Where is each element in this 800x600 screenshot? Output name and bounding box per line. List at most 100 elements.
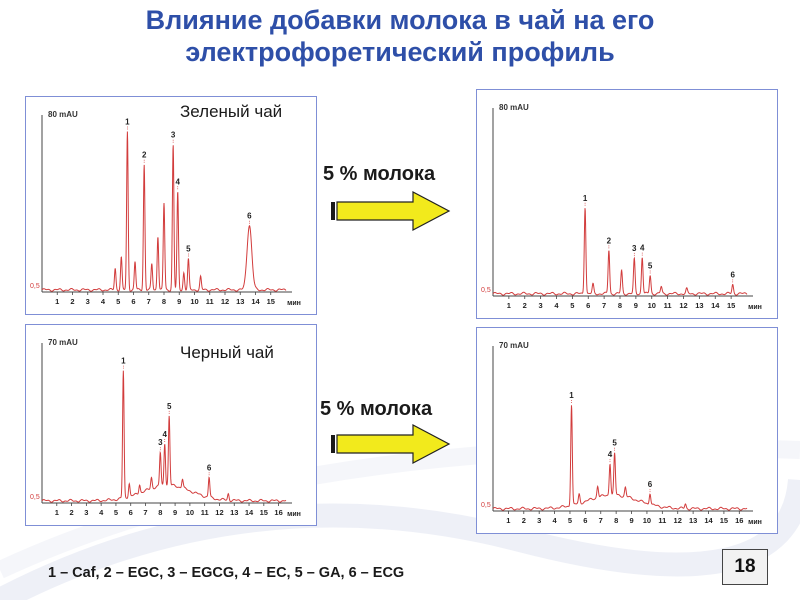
peak-label-6: 6	[207, 463, 212, 472]
x-tick-label: 3	[537, 516, 541, 525]
x-tick-label: 11	[201, 508, 209, 517]
x-tick-label: 3	[84, 508, 88, 517]
panel-label-green-tea: Зеленый чай	[178, 102, 285, 122]
arrow-right-icon	[331, 424, 451, 464]
y-origin-label: 0,5	[30, 494, 40, 501]
y-axis-label: 80 mAU	[499, 103, 529, 112]
x-tick-label: 9	[173, 508, 177, 517]
x-tick-label: 15	[260, 508, 268, 517]
x-axis-label: мин	[287, 511, 301, 518]
x-tick-label: 9	[629, 516, 633, 525]
x-tick-label: 4	[554, 301, 559, 310]
x-tick-label: 13	[689, 516, 697, 525]
x-tick-label: 7	[602, 301, 606, 310]
chromatogram-trace	[41, 370, 287, 503]
x-tick-label: 12	[674, 516, 682, 525]
peak-label-5: 5	[648, 262, 653, 271]
x-tick-label: 14	[704, 516, 713, 525]
x-axis-label: мин	[287, 300, 301, 307]
panel-label-black-tea: Черный чай	[178, 343, 276, 363]
peak-label-4: 4	[608, 450, 613, 459]
x-tick-label: 16	[735, 516, 743, 525]
x-tick-label: 15	[727, 301, 735, 310]
peak-label-1: 1	[569, 391, 574, 400]
x-tick-label: 11	[658, 516, 666, 525]
milk-label-bottom: 5 % молока	[320, 398, 433, 420]
x-tick-label: 15	[720, 516, 728, 525]
peak-label-2: 2	[142, 151, 147, 160]
y-origin-label: 0,5	[481, 287, 491, 294]
peak-label-3: 3	[632, 244, 637, 253]
peak-label-4: 4	[175, 177, 180, 186]
x-tick-label: 14	[245, 508, 254, 517]
x-tick-label: 13	[236, 297, 244, 306]
chart-panel-green-tea-milk: 80 mAU 0,5 1 2 3 4 5 6 7 8 9 10 11 12 13 14 15 мин 1 2 3 4 5 6	[476, 89, 778, 319]
x-tick-label: 13	[230, 508, 238, 517]
x-tick-label: 3	[539, 301, 543, 310]
peak-label-5: 5	[186, 244, 191, 253]
x-tick-label: 4	[101, 297, 106, 306]
y-axis-label: 70 mAU	[499, 341, 529, 350]
chromatogram-trace	[492, 405, 748, 511]
x-tick-label: 4	[99, 508, 104, 517]
x-tick-label: 6	[586, 301, 590, 310]
x-tick-label: 1	[55, 508, 59, 517]
x-tick-label: 13	[695, 301, 703, 310]
chromatogram-trace	[41, 131, 287, 292]
x-tick-label: 2	[522, 516, 526, 525]
x-tick-label: 1	[507, 301, 511, 310]
x-tick-label: 1	[506, 516, 510, 525]
peak-label-6: 6	[247, 212, 252, 221]
x-tick-label: 14	[251, 297, 260, 306]
x-tick-label: 5	[116, 297, 120, 306]
peak-legend: 1 – Caf, 2 – EGC, 3 – EGCG, 4 – EC, 5 – …	[48, 565, 405, 581]
peak-label-6: 6	[730, 270, 735, 279]
x-tick-label: 2	[70, 297, 74, 306]
slide-number: 18	[722, 549, 768, 585]
peak-label-5: 5	[612, 439, 617, 448]
x-tick-label: 2	[69, 508, 73, 517]
x-tick-label: 12	[679, 301, 687, 310]
x-tick-label: 9	[177, 297, 181, 306]
peak-label-1: 1	[125, 117, 130, 126]
x-tick-label: 8	[614, 516, 618, 525]
slide-title-line-1: Влияние добавки молока в чай на его	[145, 5, 655, 35]
x-tick-label: 8	[158, 508, 162, 517]
peak-label-3: 3	[171, 131, 176, 140]
x-tick-label: 10	[190, 297, 198, 306]
x-tick-label: 11	[664, 301, 672, 310]
chart-panel-black-tea-milk: 70 mAU 0,5 1 2 3 4 5 6 7 8 9 10 11 12 13 14 15 16 мин 1 4 5 6	[476, 327, 778, 534]
x-tick-label: 4	[552, 516, 557, 525]
chart-panel-black-tea: 70 mAU 0,5 1 2 3 4 5 6 7 8 9 10 11 12 13 14 15 16 мин 1 3 4 5 6…	[25, 324, 317, 526]
y-axis-label: 70 mAU	[48, 338, 78, 347]
peak-label-1: 1	[583, 194, 588, 203]
x-tick-label: 1	[55, 297, 59, 306]
slide-title-line-2: электрофоретический профиль	[185, 37, 615, 67]
x-tick-label: 16	[274, 508, 282, 517]
x-tick-label: 8	[618, 301, 622, 310]
x-tick-label: 6	[131, 297, 135, 306]
peak-label-4: 4	[163, 430, 168, 439]
x-tick-label: 9	[634, 301, 638, 310]
peak-label-5: 5	[167, 402, 172, 411]
x-tick-label: 7	[143, 508, 147, 517]
y-origin-label: 0,5	[481, 502, 491, 509]
x-tick-label: 2	[523, 301, 527, 310]
x-tick-label: 11	[206, 297, 214, 306]
x-tick-label: 15	[267, 297, 275, 306]
x-tick-label: 6	[129, 508, 133, 517]
x-tick-label: 10	[648, 301, 656, 310]
x-tick-label: 14	[711, 301, 720, 310]
peak-label-4: 4	[640, 244, 645, 253]
x-tick-label: 12	[221, 297, 229, 306]
x-tick-label: 10	[186, 508, 194, 517]
x-tick-label: 7	[147, 297, 151, 306]
peak-label-1: 1	[121, 357, 126, 366]
x-axis-label: мин	[748, 519, 762, 526]
peak-label-6: 6	[648, 480, 653, 489]
milk-label-top: 5 % молока	[323, 163, 436, 185]
y-axis-label: 80 mAU	[48, 110, 78, 119]
peak-label-3: 3	[158, 438, 163, 447]
